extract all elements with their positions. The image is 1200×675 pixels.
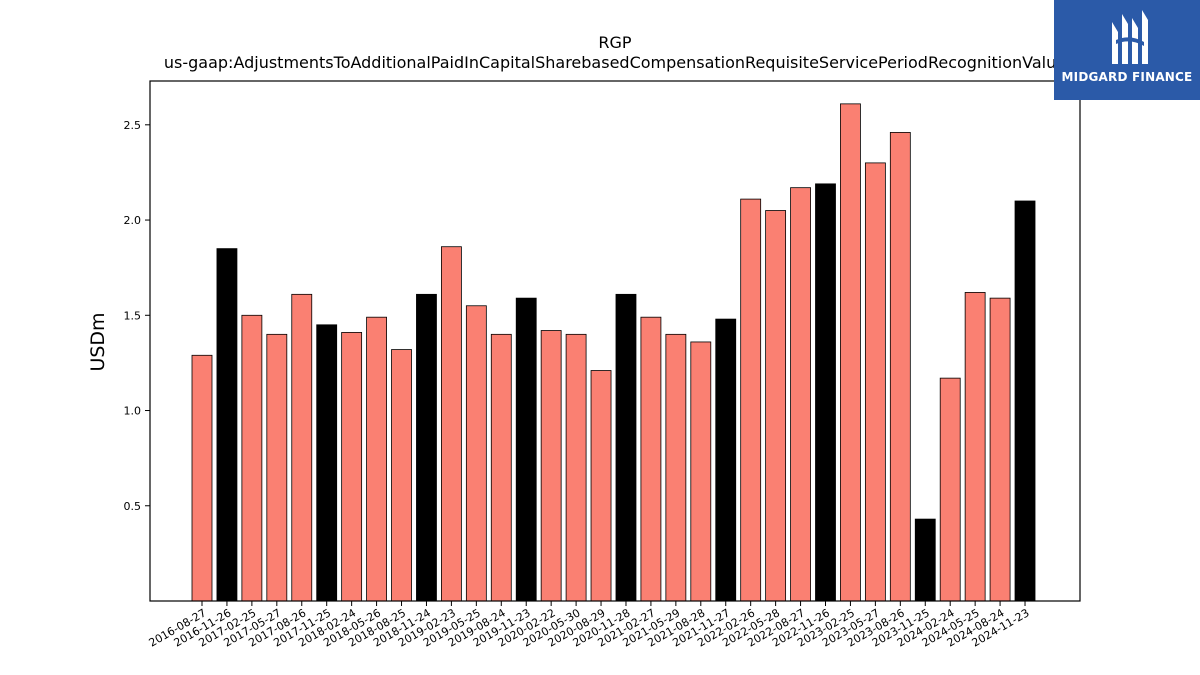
bar-2022-02-26 bbox=[740, 198, 762, 602]
bar-2018-05-26 bbox=[366, 316, 387, 602]
bar-2024-05-25 bbox=[964, 292, 986, 602]
bar-2020-11-28 bbox=[615, 293, 637, 602]
bar-2021-11-27 bbox=[715, 318, 737, 602]
bar-2016-08-27 bbox=[191, 354, 213, 602]
bar-2019-02-23 bbox=[440, 246, 462, 602]
midgard-finance-logo: MIDGARD FINANCE bbox=[1054, 0, 1200, 100]
bar-2021-08-28 bbox=[690, 341, 712, 602]
bar-2017-05-27 bbox=[266, 333, 288, 602]
bar-2020-02-22 bbox=[540, 330, 562, 602]
y-tick-label: 2.5 bbox=[124, 119, 142, 132]
bars-group bbox=[191, 103, 1036, 602]
bar-2024-11-23 bbox=[1014, 200, 1036, 602]
chart-subtitle: us-gaap:AdjustmentsToAdditionalPaidInCap… bbox=[164, 53, 1066, 72]
bar-2023-05-27 bbox=[864, 162, 886, 602]
bar-2018-08-25 bbox=[391, 349, 412, 602]
bar-2017-02-25 bbox=[241, 314, 263, 602]
bar-2019-08-24 bbox=[490, 333, 512, 602]
bar-2017-11-25 bbox=[316, 324, 338, 602]
bar-2019-11-23 bbox=[515, 297, 537, 602]
x-axis-ticks: 2016-08-272016-11-262017-02-252017-05-27… bbox=[147, 601, 1032, 650]
bar-2024-08-24 bbox=[989, 297, 1011, 602]
bar-2024-02-24 bbox=[939, 377, 961, 602]
bar-2020-05-30 bbox=[565, 333, 587, 602]
bar-2019-05-25 bbox=[465, 305, 487, 602]
bar-2023-08-26 bbox=[889, 132, 911, 602]
bar-2016-11-26 bbox=[216, 248, 238, 602]
y-tick-label: 0.5 bbox=[124, 500, 142, 513]
bar-2023-11-25 bbox=[914, 518, 936, 602]
bar-2022-08-27 bbox=[790, 187, 811, 602]
bar-2022-05-28 bbox=[765, 210, 787, 602]
bar-2018-02-24 bbox=[341, 332, 363, 602]
y-tick-label: 1.5 bbox=[124, 309, 142, 322]
chart-title: RGP bbox=[598, 33, 632, 52]
y-axis-label: USDm bbox=[87, 312, 109, 371]
bar-2020-08-29 bbox=[590, 370, 612, 602]
bar-2022-11-26 bbox=[815, 183, 836, 602]
bar-2021-02-27 bbox=[640, 316, 662, 602]
logo-text: MIDGARD FINANCE bbox=[1061, 70, 1193, 84]
y-tick-label: 1.0 bbox=[124, 405, 142, 418]
bar-2017-08-26 bbox=[291, 293, 313, 602]
plot-frame bbox=[149, 80, 1081, 602]
logo-mark-icon bbox=[1054, 0, 1200, 100]
bar-2021-05-29 bbox=[665, 333, 687, 602]
bar-2023-02-25 bbox=[840, 103, 861, 602]
y-axis-ticks: 0.5 1.0 1.5 2.0 2.5 bbox=[124, 119, 150, 513]
y-tick-label: 2.0 bbox=[124, 214, 142, 227]
bar-2018-11-24 bbox=[416, 293, 437, 602]
